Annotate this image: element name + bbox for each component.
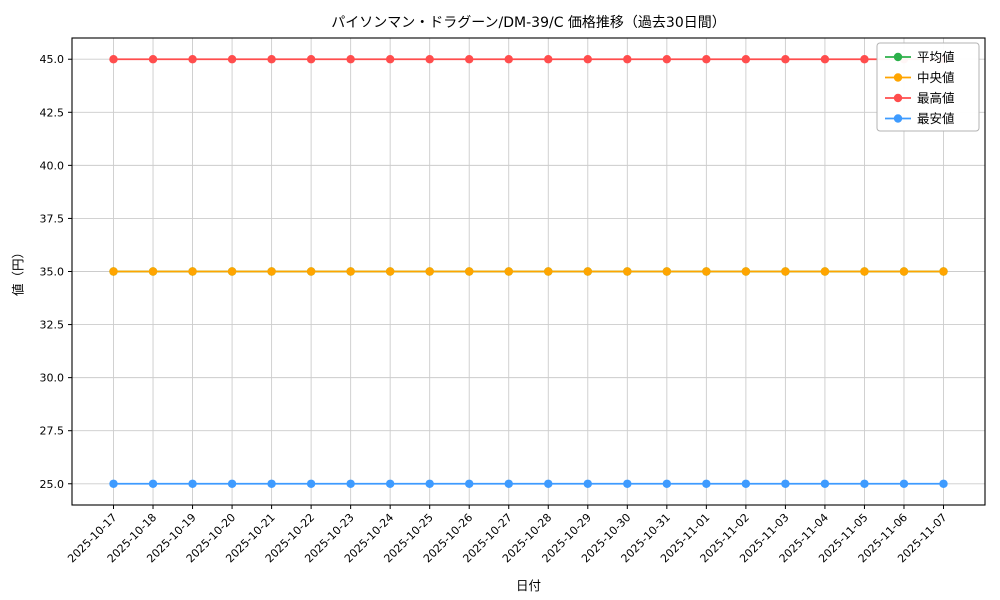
- series-marker-median: [267, 267, 276, 276]
- series-marker-median: [188, 267, 197, 276]
- series-marker-median: [939, 267, 948, 276]
- series-marker-highest: [820, 55, 830, 64]
- legend-label-average: 平均値: [917, 50, 955, 65]
- series-marker-median: [781, 267, 790, 276]
- legend-marker-median: [893, 73, 903, 82]
- y-tick-label: 30.0: [40, 372, 65, 385]
- series-marker-highest: [504, 55, 513, 64]
- series-marker-highest: [267, 55, 276, 64]
- series-marker-highest: [702, 55, 711, 64]
- series-marker-lowest: [820, 479, 830, 488]
- series-marker-lowest: [583, 479, 592, 488]
- legend-label-highest: 最高値: [917, 91, 955, 106]
- y-tick-label: 25.0: [40, 478, 65, 491]
- series-marker-lowest: [465, 479, 474, 488]
- series-marker-median: [306, 267, 316, 276]
- chart-title: パイソンマン・ドラグーン/DM-39/C 価格推移（過去30日間）: [331, 15, 726, 31]
- series-marker-lowest: [188, 479, 197, 488]
- series-marker-highest: [109, 55, 118, 64]
- y-tick-label: 40.0: [40, 159, 65, 172]
- series-marker-highest: [583, 55, 592, 64]
- legend-marker-average: [893, 52, 903, 62]
- series-marker-lowest: [623, 479, 632, 488]
- series-marker-median: [583, 267, 592, 276]
- series-marker-lowest: [267, 479, 276, 488]
- series-marker-highest: [741, 55, 751, 64]
- series-marker-lowest: [939, 479, 948, 488]
- series-marker-median: [741, 267, 751, 276]
- series-marker-lowest: [504, 479, 513, 488]
- series-marker-median: [465, 267, 474, 276]
- x-axis-label: 日付: [515, 578, 541, 593]
- series-marker-lowest: [544, 479, 553, 488]
- series-marker-lowest: [306, 479, 316, 488]
- y-tick-label: 37.5: [40, 212, 65, 225]
- series-marker-median: [544, 267, 553, 276]
- series-marker-highest: [385, 55, 395, 64]
- series-marker-lowest: [346, 479, 355, 488]
- series-marker-lowest: [425, 479, 434, 488]
- series-marker-lowest: [781, 479, 790, 488]
- series-marker-lowest: [899, 479, 909, 488]
- series-marker-median: [899, 267, 909, 276]
- series-marker-lowest: [148, 479, 158, 488]
- series-marker-highest: [623, 55, 632, 64]
- series-marker-median: [623, 267, 632, 276]
- series-marker-median: [662, 267, 672, 276]
- series-marker-highest: [662, 55, 672, 64]
- series-marker-highest: [306, 55, 316, 64]
- legend-box: [876, 42, 980, 132]
- series-marker-median: [109, 267, 118, 276]
- series-marker-median: [820, 267, 830, 276]
- series-marker-highest: [346, 55, 355, 64]
- series-marker-median: [148, 267, 158, 276]
- series-marker-lowest: [662, 479, 672, 488]
- series-marker-lowest: [227, 479, 237, 488]
- series-marker-highest: [781, 55, 790, 64]
- y-tick-label: 32.5: [40, 319, 65, 332]
- series-marker-median: [227, 267, 237, 276]
- series-marker-median: [860, 267, 869, 276]
- y-tick-label: 42.5: [40, 106, 65, 119]
- legend-marker-highest: [893, 93, 903, 103]
- series-marker-highest: [544, 55, 553, 64]
- series-marker-highest: [227, 55, 237, 64]
- series-marker-lowest: [385, 479, 395, 488]
- y-tick-label: 45.0: [40, 53, 65, 66]
- series-marker-lowest: [860, 479, 869, 488]
- series-marker-median: [702, 267, 711, 276]
- series-marker-highest: [465, 55, 474, 64]
- series-marker-lowest: [109, 479, 118, 488]
- legend-label-lowest: 最安値: [917, 111, 955, 126]
- series-marker-highest: [188, 55, 197, 64]
- y-tick-label: 27.5: [40, 425, 65, 438]
- legend-marker-lowest: [893, 114, 903, 123]
- series-marker-lowest: [741, 479, 751, 488]
- series-marker-highest: [860, 55, 869, 64]
- series-marker-median: [425, 267, 434, 276]
- series-marker-highest: [425, 55, 434, 64]
- legend-label-median: 中央値: [917, 70, 955, 85]
- series-marker-median: [385, 267, 395, 276]
- series-marker-median: [504, 267, 513, 276]
- series-marker-highest: [148, 55, 158, 64]
- series-marker-median: [346, 267, 355, 276]
- y-tick-label: 35.0: [40, 266, 65, 279]
- series-marker-lowest: [702, 479, 711, 488]
